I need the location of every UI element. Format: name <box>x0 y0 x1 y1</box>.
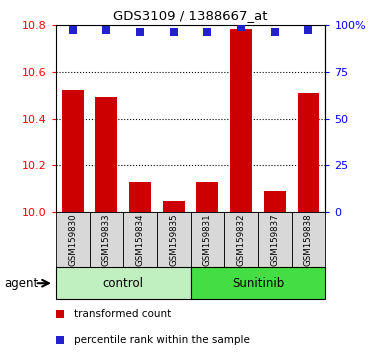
Point <box>103 28 109 33</box>
Point <box>305 28 311 33</box>
Bar <box>258 212 292 267</box>
Bar <box>292 212 325 267</box>
Bar <box>196 182 218 212</box>
Title: GDS3109 / 1388667_at: GDS3109 / 1388667_at <box>113 9 268 22</box>
Point <box>57 312 63 317</box>
Bar <box>264 191 286 212</box>
Point <box>57 337 63 343</box>
Point <box>204 29 211 35</box>
Text: GSM159830: GSM159830 <box>68 213 77 266</box>
Text: control: control <box>103 277 144 290</box>
Text: GSM159833: GSM159833 <box>102 213 111 266</box>
Point <box>171 29 177 35</box>
Bar <box>191 212 224 267</box>
Point <box>70 28 76 33</box>
Text: agent: agent <box>4 277 38 290</box>
Bar <box>56 212 89 267</box>
Text: GSM159835: GSM159835 <box>169 213 178 266</box>
Text: GSM159838: GSM159838 <box>304 213 313 266</box>
Text: GSM159834: GSM159834 <box>136 213 144 266</box>
Text: GSM159837: GSM159837 <box>270 213 279 266</box>
Bar <box>157 212 191 267</box>
Text: GSM159832: GSM159832 <box>237 213 246 266</box>
Point <box>238 24 244 29</box>
Text: transformed count: transformed count <box>74 309 171 320</box>
Bar <box>123 212 157 267</box>
Bar <box>191 267 325 299</box>
Text: Sunitinib: Sunitinib <box>232 277 284 290</box>
Bar <box>56 267 191 299</box>
Bar <box>95 97 117 212</box>
Bar <box>163 201 185 212</box>
Bar <box>298 93 320 212</box>
Bar <box>129 182 151 212</box>
Point <box>137 29 143 35</box>
Bar <box>230 29 252 212</box>
Text: GSM159831: GSM159831 <box>203 213 212 266</box>
Bar <box>62 91 84 212</box>
Bar <box>224 212 258 267</box>
Point <box>272 29 278 35</box>
Bar <box>89 212 123 267</box>
Text: percentile rank within the sample: percentile rank within the sample <box>74 335 249 345</box>
